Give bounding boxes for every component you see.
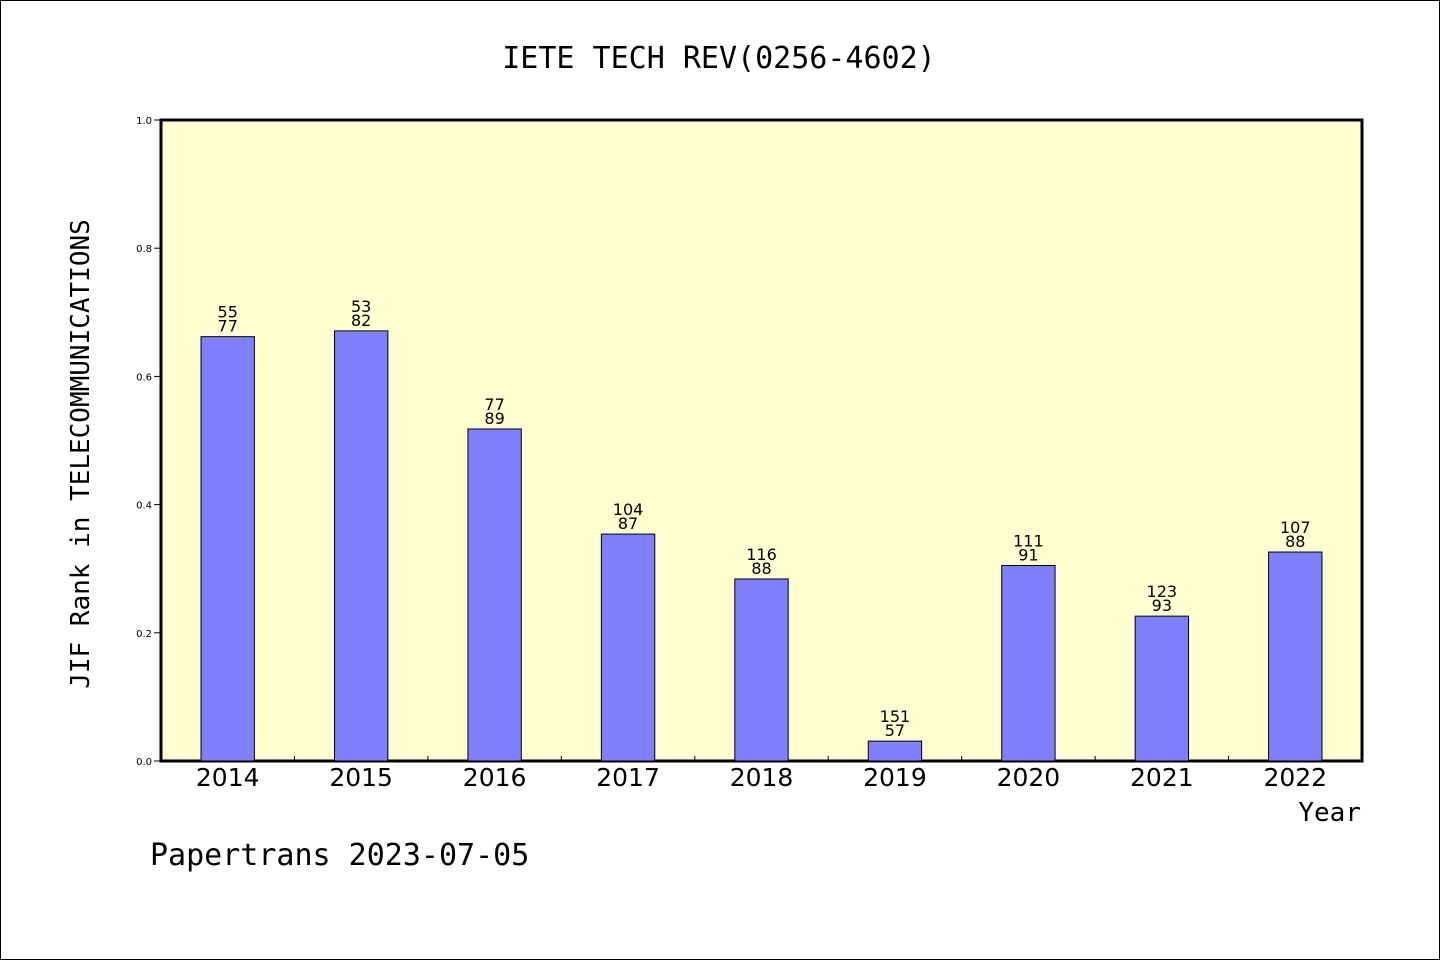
bar-label-bottom: 77	[218, 317, 238, 336]
bar-label-top: 107	[1280, 518, 1311, 537]
bar-label-bottom: 82	[351, 311, 371, 330]
bar-label-top: 111	[1013, 531, 1044, 550]
bar-label-top: 104	[613, 500, 644, 519]
bar-2016	[467, 428, 522, 762]
x-axis: 2014 2015 2016 2017 2018 2019 2020 2021 2022	[196, 756, 1327, 792]
bar-2021	[1134, 615, 1190, 762]
x-axis-label: Year	[1298, 798, 1361, 828]
bar-label-top: 77	[484, 395, 504, 414]
x-tick-label: 2016	[463, 763, 527, 792]
bar-2017	[600, 533, 656, 762]
bar-label-bottom: 88	[751, 559, 771, 578]
x-tick-label: 2020	[997, 763, 1061, 792]
bar-label-top: 55	[218, 303, 238, 322]
y-tick-label: 0.4	[136, 501, 152, 512]
bar-label-bottom: 57	[885, 721, 905, 740]
y-tick-label: 1.0	[136, 116, 152, 127]
bar-label-bottom: 93	[1152, 596, 1172, 615]
bar-label-top: 53	[351, 297, 371, 316]
y-axis: 0.0 0.2 0.4 0.6 0.8 1.0	[136, 116, 161, 768]
bar-labels: 5577538277891048711688151571119112393107…	[218, 297, 1311, 740]
bar-label-top: 123	[1147, 582, 1178, 601]
chart-title: IETE TECH REV(0256-4602)	[502, 41, 935, 76]
bar-2019	[867, 740, 923, 762]
bar-2014	[200, 336, 255, 762]
bar-2018	[734, 578, 789, 762]
bar-label-bottom: 87	[618, 514, 638, 533]
bar-label-top: 151	[880, 707, 911, 726]
x-tick-label: 2019	[863, 763, 927, 792]
bar-label-bottom: 89	[484, 409, 504, 428]
bar-2020	[1001, 564, 1056, 762]
y-tick-label: 0.6	[136, 372, 152, 383]
y-tick-label: 0.0	[136, 757, 152, 768]
footer-date: Papertrans 2023-07-05	[150, 838, 529, 873]
bar-label-top: 116	[746, 545, 777, 564]
x-tick-label: 2022	[1263, 763, 1327, 792]
x-tick-label: 2017	[596, 763, 660, 792]
x-tick-label: 2018	[730, 763, 794, 792]
x-tick-label: 2021	[1130, 763, 1194, 792]
x-tick-label: 2015	[329, 763, 393, 792]
y-tick-label: 0.8	[136, 244, 152, 255]
bar-label-bottom: 88	[1285, 532, 1305, 551]
x-tick-label: 2014	[196, 763, 260, 792]
y-axis-label: JIF Rank in TELECOMMUNICATIONS	[66, 219, 96, 689]
bar-2022	[1268, 551, 1323, 762]
bar-label-bottom: 91	[1018, 545, 1038, 564]
bar-series	[200, 330, 1323, 762]
y-tick-label: 0.2	[136, 629, 152, 640]
bar-2015	[333, 330, 389, 762]
